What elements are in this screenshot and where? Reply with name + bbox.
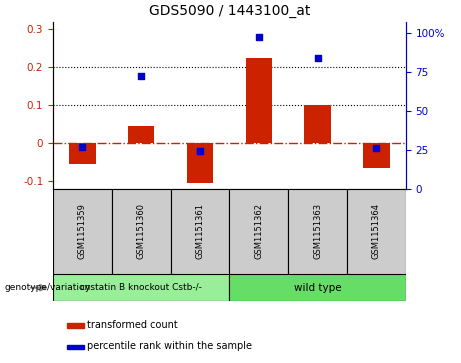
- Point: [137, 73, 145, 79]
- Text: GSM1151359: GSM1151359: [78, 204, 87, 259]
- Bar: [304, 105, 331, 143]
- Bar: [128, 126, 154, 143]
- Text: GSM1151363: GSM1151363: [313, 203, 322, 260]
- Point: [255, 34, 262, 40]
- Bar: [229, 274, 406, 301]
- Bar: [288, 189, 347, 274]
- Text: transformed count: transformed count: [87, 320, 177, 330]
- Bar: [53, 189, 112, 274]
- Text: GSM1151361: GSM1151361: [195, 203, 205, 260]
- Bar: [112, 189, 171, 274]
- Text: cystatin B knockout Cstb-/-: cystatin B knockout Cstb-/-: [80, 283, 202, 292]
- Text: percentile rank within the sample: percentile rank within the sample: [87, 341, 252, 351]
- Bar: [67, 345, 84, 349]
- Bar: [69, 143, 95, 164]
- Text: genotype/variation: genotype/variation: [5, 283, 91, 292]
- Bar: [347, 189, 406, 274]
- Text: GSM1151362: GSM1151362: [254, 203, 263, 260]
- Bar: [363, 143, 390, 168]
- Title: GDS5090 / 1443100_at: GDS5090 / 1443100_at: [148, 4, 310, 18]
- Point: [372, 145, 380, 151]
- Bar: [246, 58, 272, 143]
- Point: [314, 55, 321, 61]
- Bar: [67, 323, 84, 328]
- Point: [79, 144, 86, 150]
- Bar: [171, 189, 230, 274]
- Bar: [229, 189, 288, 274]
- Bar: [53, 274, 230, 301]
- Text: GSM1151364: GSM1151364: [372, 203, 381, 260]
- Text: wild type: wild type: [294, 283, 341, 293]
- Point: [196, 148, 204, 154]
- Text: GSM1151360: GSM1151360: [136, 203, 146, 260]
- Bar: [187, 143, 213, 183]
